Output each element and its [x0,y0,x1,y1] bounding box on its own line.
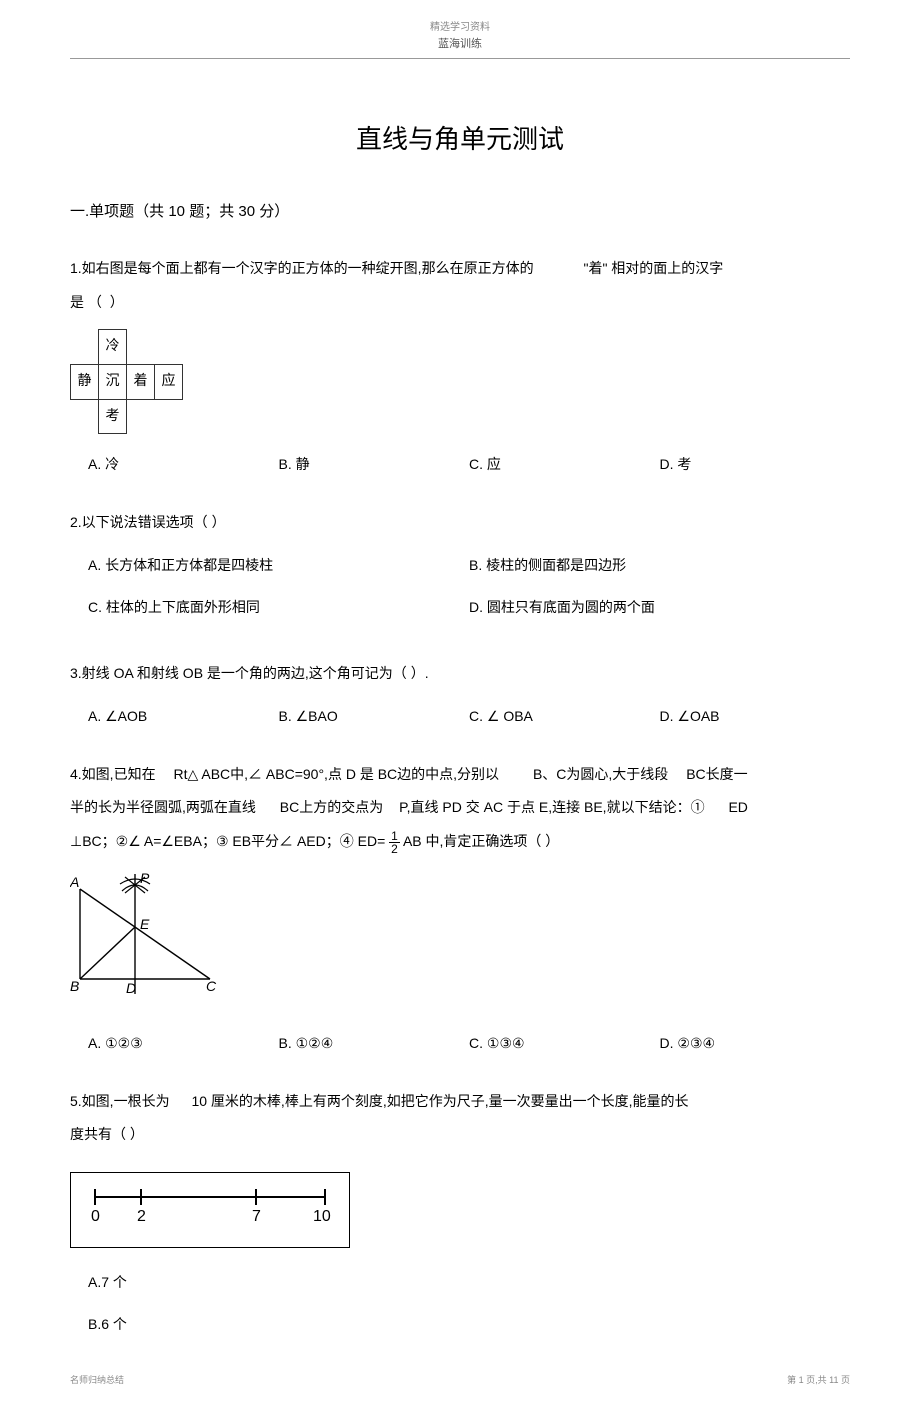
q1-blank: （ ） [88,294,126,310]
q1-text: 1.如右图是每个面上都有一个汉字的正方体的一种绽开图,那么在原正方体的 "着" … [70,252,850,319]
q2-opt-b: B. 棱柱的侧面都是四边形 [469,549,850,583]
net-cell: 沉 [99,364,127,399]
q5-l1b: 10 厘米的木棒,棒上有两个刻度,如把它作为尺子,量一次要量出一个长度,能量的长 [191,1093,688,1109]
q4-opt-c: C. ①③④ [469,1027,660,1061]
fig-label-p: P [140,870,150,886]
q1-text-b: "着" 相对的面上的汉字 [583,260,723,276]
q1-opt-c: C. 应 [469,448,660,482]
ruler-mark-2: 2 [137,1208,146,1223]
q5-l2: 度共有（ ） [70,1126,144,1142]
question-3: 3.射线 OA 和射线 OB 是一个角的两边,这个角可记为（ ）. A. ∠AO… [70,657,850,734]
q5-l1a: 5.如图,一根长为 [70,1093,170,1109]
q1-opt-d: D. 考 [660,448,851,482]
net-cell: 着 [127,364,155,399]
q4-l2b: BC上方的交点为 [280,799,383,815]
q4-l1b: Rt△ ABC中,∠ ABC=90°,点 D 是 BC边的中点,分别以 [173,766,499,782]
q2-text: 2.以下说法错误选项（ ） [70,506,850,540]
q5-opt-b: B.6 个 [88,1308,850,1342]
q1-cube-net: 冷 静 沉 着 应 考 [70,329,850,434]
q4-opt-a: A. ①②③ [88,1027,279,1061]
q1-options: A. 冷 B. 静 C. 应 D. 考 [70,448,850,482]
q4-l3b: AB 中,肯定正确选项（ ） [403,833,559,849]
q4-l1a: 4.如图,已知在 [70,766,156,782]
fig-label-a: A [70,874,79,890]
q4-text: 4.如图,已知在 Rt△ ABC中,∠ ABC=90°,点 D 是 BC边的中点… [70,758,850,859]
ruler-mark-10: 10 [313,1208,331,1223]
frac-num: 1 [389,830,400,843]
q4-l2d: ED [728,799,747,815]
q2-opt-c: C. 柱体的上下底面外形相同 [88,591,469,625]
net-cell: 静 [71,364,99,399]
page-title: 直线与角单元测试 [70,119,850,161]
top-header: 精选学习资料 [70,0,850,36]
net-cell: 冷 [99,330,127,365]
q4-l2a: 半的长为半径圆弧,两弧在直线 [70,799,256,815]
q1-text-c: 是 [70,294,84,310]
q2-options: A. 长方体和正方体都是四棱柱 B. 棱柱的侧面都是四边形 C. 柱体的上下底面… [70,549,850,632]
fig-label-e: E [140,916,150,932]
fig-label-c: C [206,978,217,994]
footer-right: 第 1 页,共 11 页 [787,1373,850,1387]
q4-figure: A B C D E P [70,869,850,1012]
q4-opt-d: D. ②③④ [660,1027,851,1061]
question-5: 5.如图,一根长为 10 厘米的木棒,棒上有两个刻度,如把它作为尺子,量一次要量… [70,1085,850,1342]
q5-options: A.7 个 B.6 个 [70,1266,850,1341]
q4-l1d: BC长度一 [686,766,747,782]
section-1-header: 一.单项题（共 10 题；共 30 分） [70,200,850,224]
q1-text-a: 1.如右图是每个面上都有一个汉字的正方体的一种绽开图,那么在原正方体的 [70,260,534,276]
q4-l3a: ⊥BC；②∠ A=∠EBA；③ EB平分∠ AED；④ ED= [70,833,385,849]
q1-opt-b: B. 静 [279,448,470,482]
net-cell: 应 [155,364,183,399]
q5-opt-a: A.7 个 [88,1266,850,1300]
q4-options: A. ①②③ B. ①②④ C. ①③④ D. ②③④ [70,1027,850,1061]
frac-den: 2 [389,843,400,855]
net-cell: 考 [99,399,127,434]
footer-left: 名师归纳总结 [70,1373,124,1387]
q4-l1c: B、C为圆心,大于线段 [533,766,668,782]
q2-opt-a: A. 长方体和正方体都是四棱柱 [88,549,469,583]
q4-l2c: P,直线 PD 交 AC 于点 E,连接 BE,就以下结论：① [399,799,704,815]
top-subheader: 蓝海训练 [70,36,850,59]
question-4: 4.如图,已知在 Rt△ ABC中,∠ ABC=90°,点 D 是 BC边的中点… [70,758,850,1061]
q3-opt-c: C. ∠ OBA [469,700,660,734]
ruler-mark-0: 0 [91,1208,100,1223]
ruler-mark-7: 7 [252,1208,261,1223]
q2-opt-d: D. 圆柱只有底面为圆的两个面 [469,591,850,625]
q3-opt-a: A. ∠AOB [88,700,279,734]
page-footer: 名师归纳总结 第 1 页,共 11 页 [70,1373,850,1387]
q1-opt-a: A. 冷 [88,448,279,482]
q5-text: 5.如图,一根长为 10 厘米的木棒,棒上有两个刻度,如把它作为尺子,量一次要量… [70,1085,850,1152]
q3-options: A. ∠AOB B. ∠BAO C. ∠ OBA D. ∠OAB [70,700,850,734]
q3-text: 3.射线 OA 和射线 OB 是一个角的两边,这个角可记为（ ）. [70,657,850,691]
q3-opt-d: D. ∠OAB [660,700,851,734]
question-1: 1.如右图是每个面上都有一个汉字的正方体的一种绽开图,那么在原正方体的 "着" … [70,252,850,482]
fig-label-d: D [126,980,136,996]
q5-ruler: 0 2 7 10 [70,1172,350,1249]
fig-label-b: B [70,978,79,994]
q3-opt-b: B. ∠BAO [279,700,470,734]
question-2: 2.以下说法错误选项（ ） A. 长方体和正方体都是四棱柱 B. 棱柱的侧面都是… [70,506,850,633]
fraction-half: 1 2 [389,830,400,855]
q4-opt-b: B. ①②④ [279,1027,470,1061]
page: 精选学习资料 蓝海训练 直线与角单元测试 一.单项题（共 10 题；共 30 分… [0,0,920,1406]
